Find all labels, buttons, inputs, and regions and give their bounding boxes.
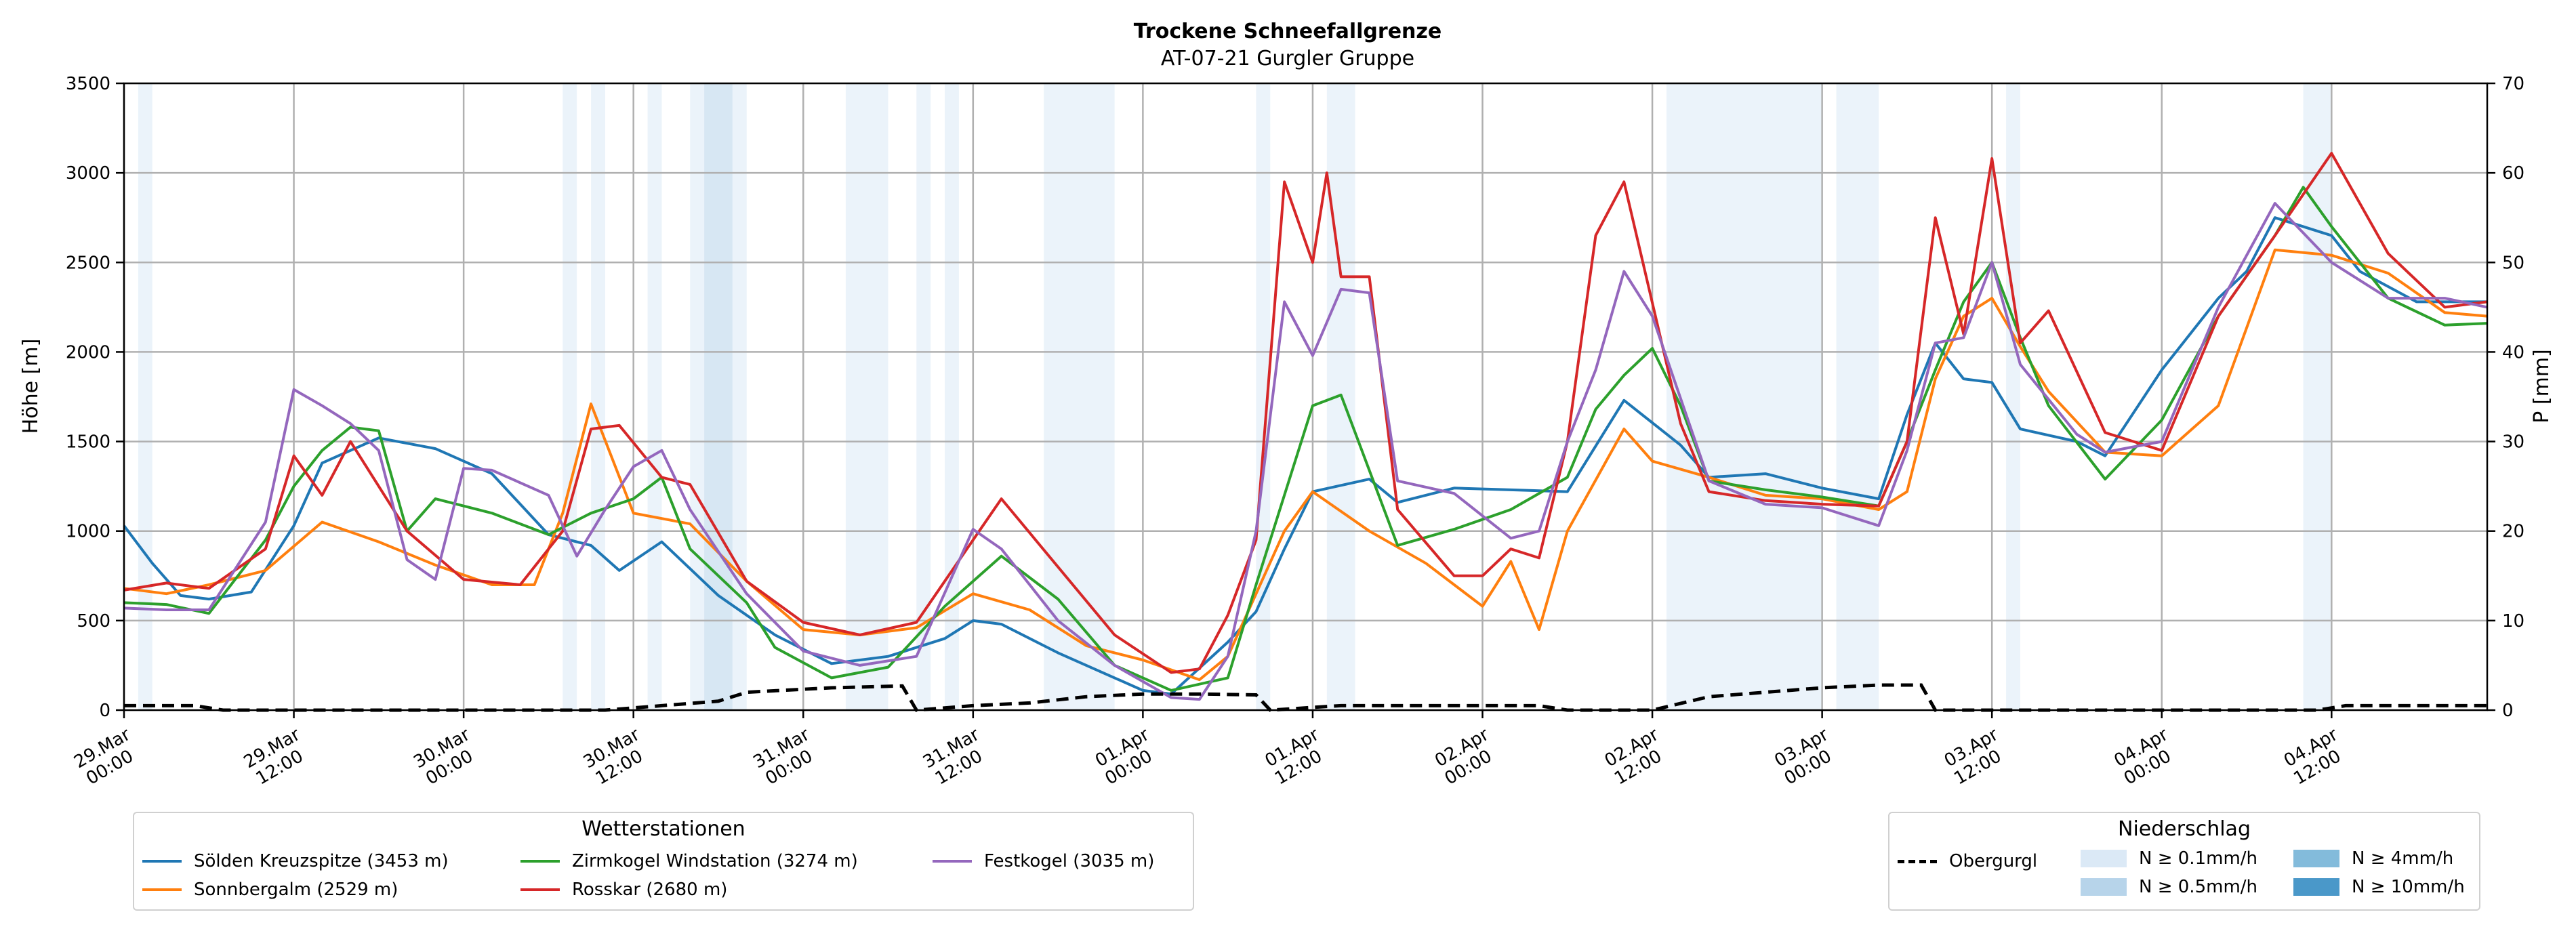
legend-item-obergurgl: Obergurgl — [1898, 851, 2037, 871]
precip-line — [124, 683, 2487, 712]
precipitation-legend: Niederschlag Obergurgl N ≥ 0.1mm/h N ≥ 0… — [1888, 812, 2480, 911]
legend-label: Sonnbergalm (2529 m) — [194, 880, 398, 900]
legend-item-n01: N ≥ 0.1mm/h — [2081, 848, 2257, 869]
legend-item-zirmkogel: Zirmkogel Windstation (3274 m) — [520, 851, 858, 871]
legend-item-n4: N ≥ 4mm/h — [2293, 848, 2453, 869]
legend-label: N ≥ 10mm/h — [2352, 877, 2465, 897]
stations-legend-title: Wetterstationen — [581, 817, 745, 841]
y-axis-label-left: Höhe [m] — [19, 339, 43, 434]
station-series — [123, 152, 2488, 701]
series-line — [123, 248, 2488, 682]
y-tick-label: 2500 — [66, 253, 110, 273]
precip-band — [690, 83, 705, 710]
legend-label: N ≥ 0.5mm/h — [2139, 877, 2258, 897]
y-right-tick-label: 0 — [2502, 701, 2514, 721]
legend-item-n05: N ≥ 0.5mm/h — [2081, 877, 2257, 897]
precipitation-legend-title: Niederschlag — [2118, 817, 2251, 841]
grid-lines — [123, 82, 2487, 711]
chart-subtitle: AT-07-21 Gurgler Gruppe — [1161, 47, 1414, 70]
legend-swatch — [2293, 850, 2339, 867]
legend-item-n10: N ≥ 10mm/h — [2293, 877, 2465, 897]
y-right-tick-label: 60 — [2502, 163, 2524, 184]
precip-band — [732, 83, 747, 710]
y-right-tick-label: 30 — [2502, 432, 2524, 453]
chart-title: Trockene Schneefallgrenze — [1134, 20, 1442, 43]
y-tick-label: 1000 — [66, 522, 110, 542]
y-right-tick-label: 70 — [2502, 74, 2524, 94]
y-tick-label: 3000 — [66, 163, 110, 184]
precip-band — [845, 83, 888, 710]
y-tick-label: 0 — [99, 701, 110, 721]
y-tick-label: 2000 — [66, 342, 110, 363]
y-right-tick-label: 50 — [2502, 253, 2524, 273]
y-axis-label-right: P [mm] — [2530, 349, 2554, 423]
y-right-tick-label: 10 — [2502, 611, 2524, 632]
precipitation-series — [124, 683, 2487, 712]
legend-swatch — [520, 860, 560, 863]
legend-swatch — [2081, 878, 2127, 896]
legend-swatch — [2293, 878, 2339, 896]
legend-swatch — [2081, 850, 2127, 867]
plot-frame — [123, 82, 2489, 711]
stations-legend: Wetterstationen Sölden Kreuzspitze (3453… — [133, 812, 1194, 911]
legend-label: N ≥ 4mm/h — [2352, 848, 2454, 869]
precip-band — [1836, 83, 1879, 710]
precip-band — [916, 83, 931, 710]
y-tick-label: 1500 — [66, 432, 110, 453]
legend-item-festkogel: Festkogel (3035 m) — [933, 851, 1154, 871]
series-line — [123, 216, 2487, 696]
legend-label: Sölden Kreuzspitze (3453 m) — [194, 851, 449, 871]
y-right-tick-label: 40 — [2502, 342, 2524, 363]
legend-swatch — [142, 888, 182, 891]
series-line — [123, 152, 2488, 674]
legend-item-sonnbergalm: Sonnbergalm (2529 m) — [142, 880, 398, 900]
legend-label: Zirmkogel Windstation (3274 m) — [572, 851, 858, 871]
legend-label: Rosskar (2680 m) — [572, 880, 728, 900]
y-right-tick-label: 20 — [2502, 522, 2524, 542]
legend-item-soelden: Sölden Kreuzspitze (3453 m) — [142, 851, 449, 871]
legend-item-rosskar: Rosskar (2680 m) — [520, 880, 727, 900]
series-line — [123, 202, 2488, 701]
legend-label: Obergurgl — [1949, 851, 2038, 871]
legend-label: N ≥ 0.1mm/h — [2139, 848, 2258, 869]
axes: 0 500 1000 1500 2000 2500 3000 3500 0 10 20 30 40 50 6… — [66, 74, 2524, 789]
precipitation-bands — [138, 83, 2332, 710]
precip-band — [1666, 83, 1822, 710]
y-tick-label: 500 — [77, 611, 110, 632]
legend-swatch — [142, 860, 182, 863]
precip-band — [704, 83, 733, 710]
precip-band — [563, 83, 577, 710]
legend-label: Festkogel (3035 m) — [984, 851, 1155, 871]
legend-swatch — [520, 888, 560, 891]
precip-band — [138, 83, 152, 710]
precip-band — [647, 83, 662, 710]
legend-swatch — [1898, 859, 1937, 863]
precip-band — [2303, 83, 2332, 710]
precip-band — [591, 83, 605, 710]
precip-band — [2006, 83, 2020, 710]
precip-band — [1044, 83, 1115, 710]
precip-band — [945, 83, 959, 710]
y-tick-label: 3500 — [66, 74, 110, 94]
legend-swatch — [933, 860, 972, 863]
